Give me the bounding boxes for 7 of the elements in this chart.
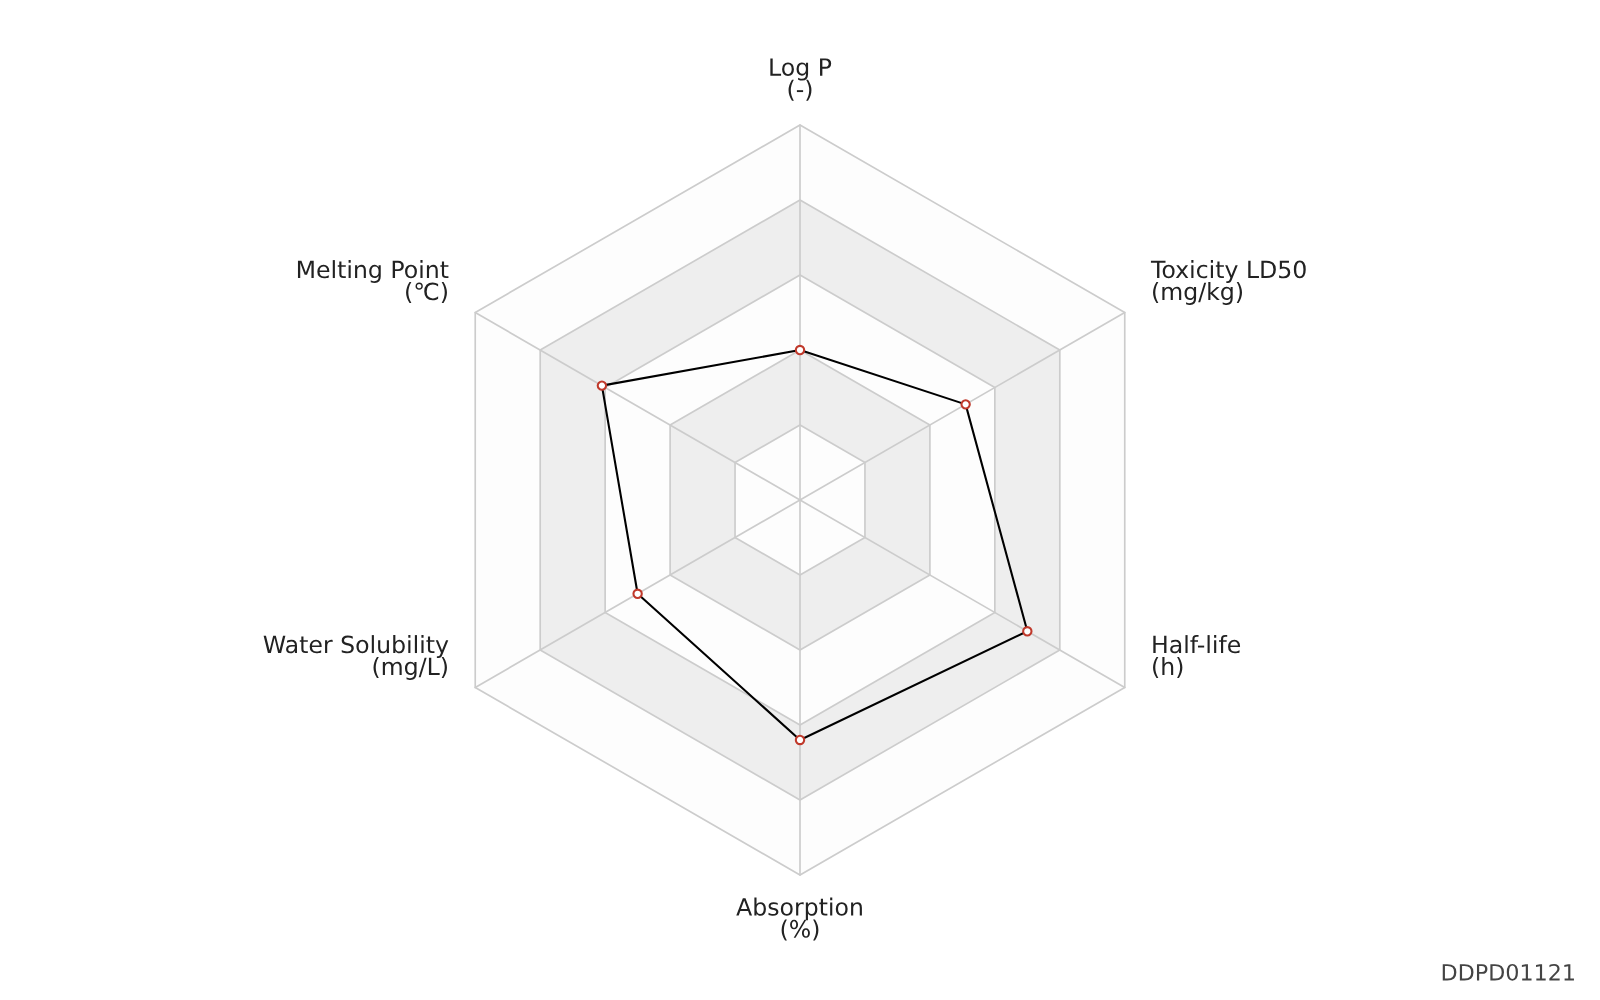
spoke-label: Absorption (%) <box>736 897 862 941</box>
spoke-label: Half-life (h) <box>1153 635 1241 679</box>
spoke-label: Melting Point (℃) <box>297 260 449 304</box>
spoke-label: Water Solubility (mg/L) <box>263 635 449 680</box>
spoke-label: Toxicity LD50 (mg/kg) <box>1150 260 1306 305</box>
spoke-label: Log P (-) <box>770 58 832 101</box>
text: DDPD01121 <box>1442 963 1574 981</box>
